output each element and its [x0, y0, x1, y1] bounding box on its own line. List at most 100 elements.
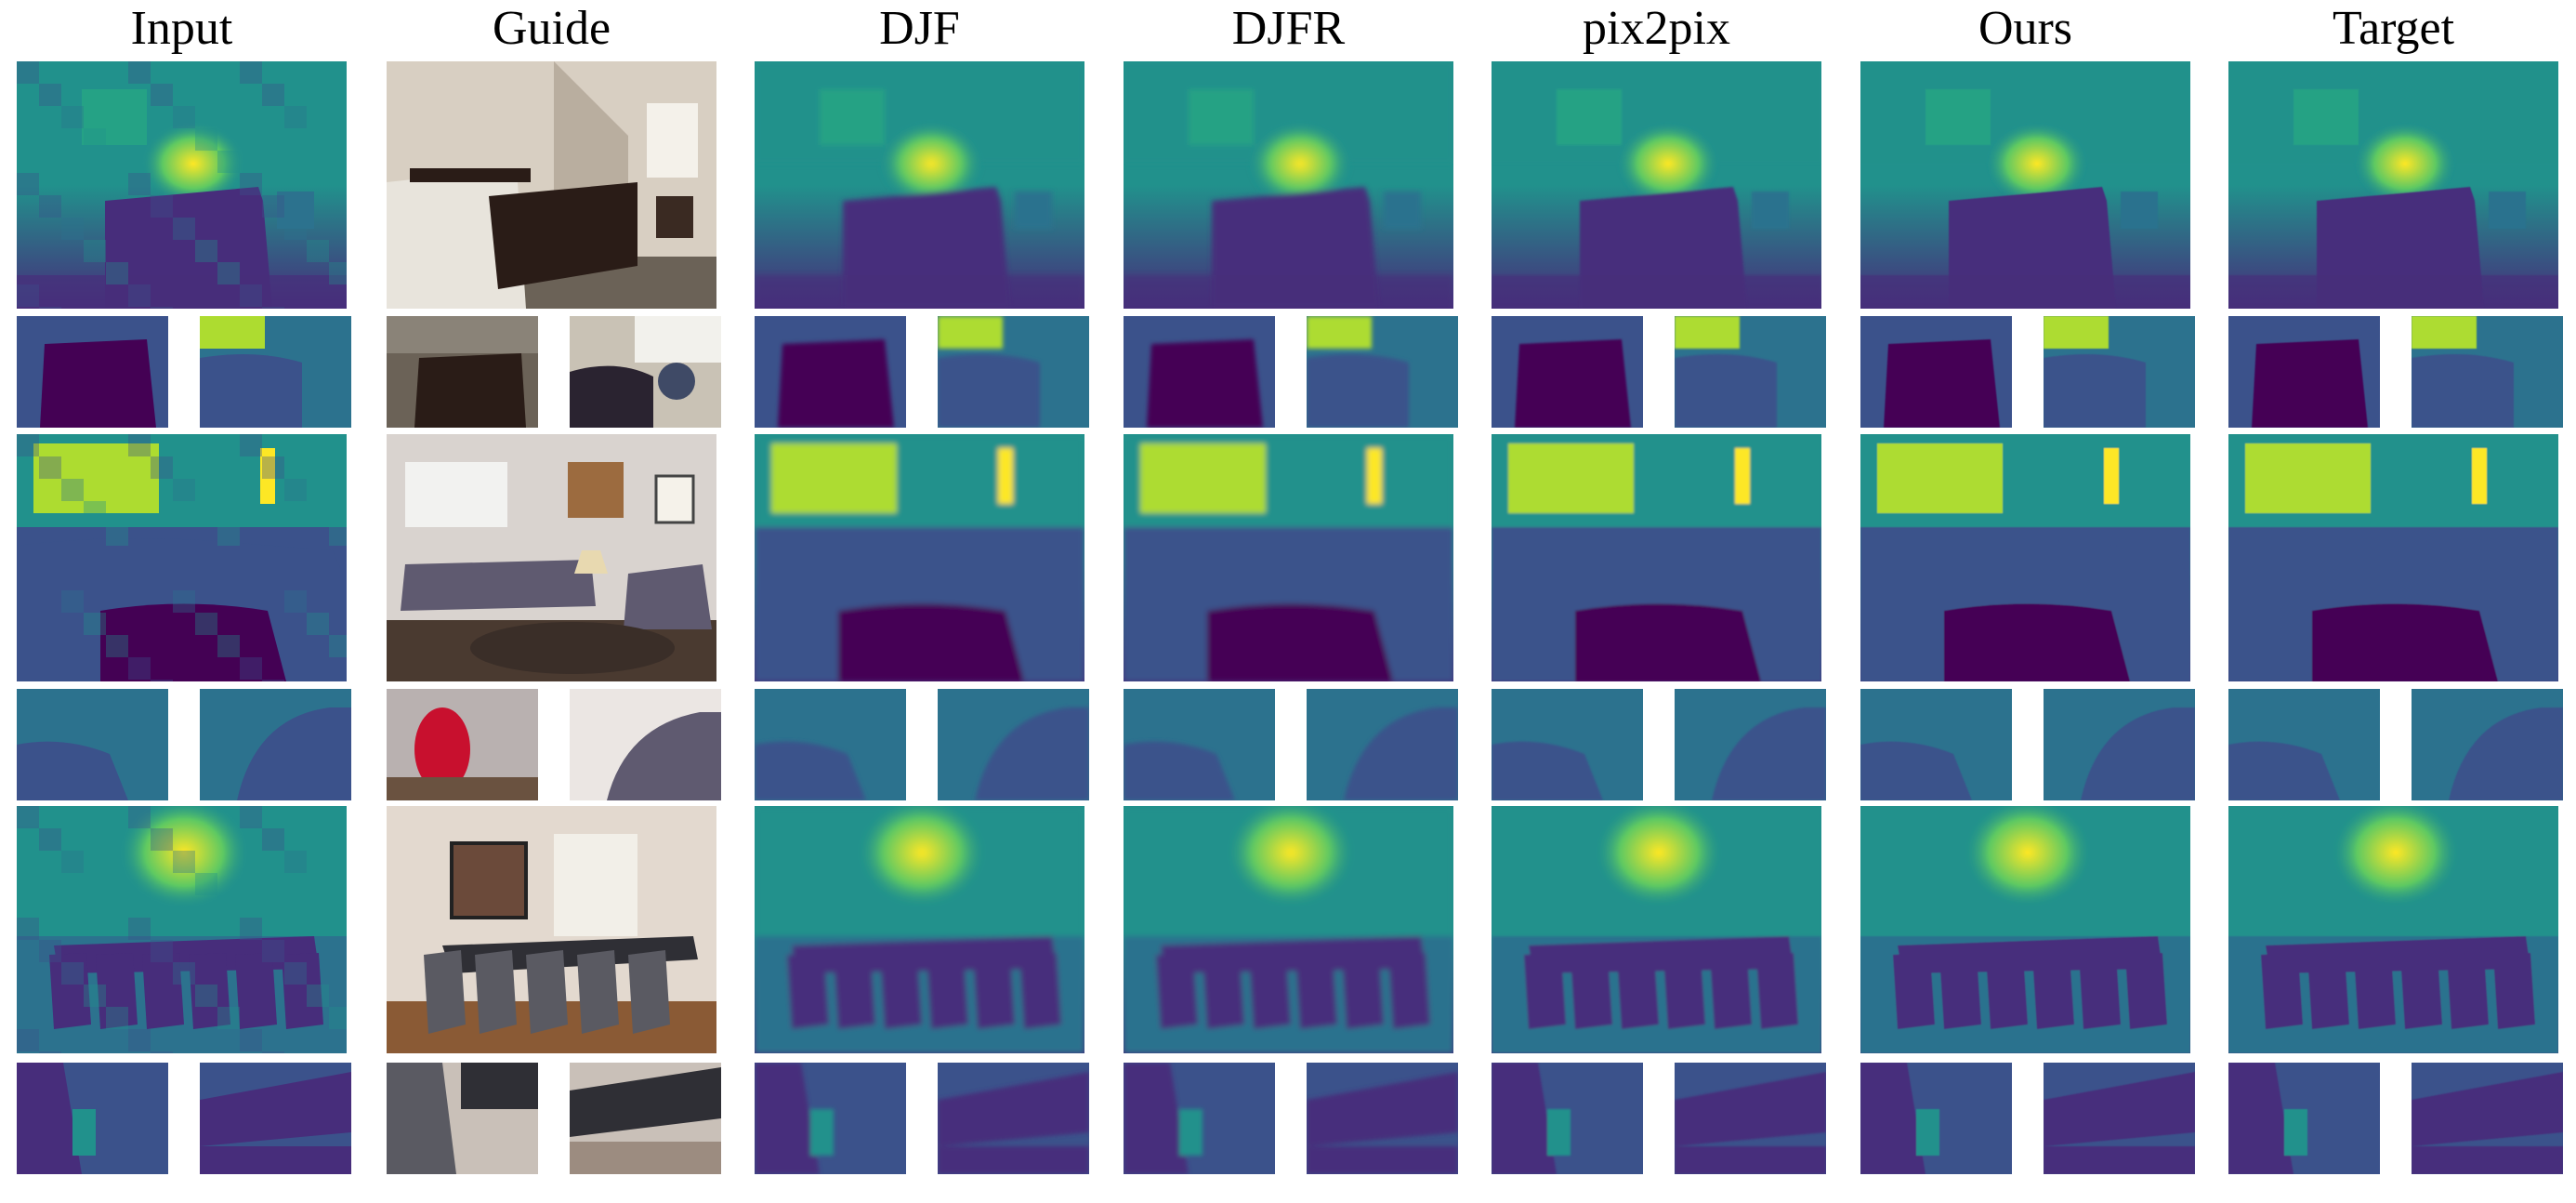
bedroom-djf-crop-lamp-and-chair-graphic	[938, 316, 1089, 428]
bedroom-djfr-crop-lamp-and-chair	[1307, 316, 1458, 428]
dining-room-djf-crop-chair-backs-graphic	[755, 1063, 906, 1174]
column-header-guide: Guide	[492, 2, 611, 55]
living-room-pix2pix-crop-red-vase	[1492, 689, 1643, 800]
bedroom-djf-image	[755, 61, 1084, 309]
dining-room-pix2pix-image	[1492, 806, 1821, 1053]
bedroom-djfr-crop-bed-corner	[1124, 316, 1275, 428]
living-room-target-image	[2228, 434, 2558, 681]
bedroom-input-crop-lamp-and-chair	[200, 316, 351, 428]
dining-room-djf-crop-table-end-graphic	[938, 1063, 1089, 1174]
bedroom-djfr-image	[1124, 61, 1453, 309]
living-room-djf-image-graphic	[755, 434, 1084, 681]
bedroom-djfr-crop-lamp-and-chair-graphic	[1307, 316, 1458, 428]
living-room-input-crop-sofa-arm	[200, 689, 351, 800]
column-header-djfr: DJFR	[1231, 2, 1346, 55]
living-room-ours-crop-sofa-arm-graphic	[2044, 689, 2195, 800]
living-room-djfr-crop-sofa-arm-graphic	[1307, 689, 1458, 800]
living-room-ours-crop-red-vase	[1860, 689, 2012, 800]
bedroom-pix2pix-image-graphic	[1492, 61, 1821, 309]
living-room-djf-crop-red-vase	[755, 689, 906, 800]
dining-room-pix2pix-image-graphic	[1492, 806, 1821, 1053]
bedroom-pix2pix-crop-lamp-and-chair	[1675, 316, 1826, 428]
living-room-djfr-image	[1124, 434, 1453, 681]
living-room-djf-crop-sofa-arm	[938, 689, 1089, 800]
bedroom-djf-crop-lamp-and-chair	[938, 316, 1089, 428]
bedroom-guide-crop-lamp-and-chair	[570, 316, 721, 428]
dining-room-target-crop-chair-backs-graphic	[2228, 1063, 2380, 1174]
bedroom-input-image	[17, 61, 347, 309]
dining-room-guide-crop-chair-backs-graphic	[387, 1063, 538, 1174]
dining-room-djfr-crop-chair-backs	[1124, 1063, 1275, 1174]
living-room-ours-crop-sofa-arm	[2044, 689, 2195, 800]
living-room-ours-image-graphic	[1860, 434, 2190, 681]
dining-room-ours-crop-table-end-graphic	[2044, 1063, 2195, 1174]
dining-room-djf-crop-table-end	[938, 1063, 1089, 1174]
dining-room-djfr-crop-table-end	[1307, 1063, 1458, 1174]
living-room-djfr-crop-red-vase-graphic	[1124, 689, 1275, 800]
bedroom-target-crop-lamp-and-chair-graphic	[2412, 316, 2563, 428]
dining-room-ours-crop-chair-backs-graphic	[1860, 1063, 2012, 1174]
dining-room-pix2pix-crop-chair-backs-graphic	[1492, 1063, 1643, 1174]
dining-room-guide-image-graphic	[387, 806, 716, 1053]
dining-room-guide-image	[387, 806, 716, 1053]
living-room-pix2pix-image-graphic	[1492, 434, 1821, 681]
bedroom-djfr-crop-bed-corner-graphic	[1124, 316, 1275, 428]
dining-room-djfr-crop-chair-backs-graphic	[1124, 1063, 1275, 1174]
bedroom-ours-crop-lamp-and-chair	[2044, 316, 2195, 428]
dining-room-target-crop-table-end	[2412, 1063, 2563, 1174]
bedroom-input-crop-bed-corner	[17, 316, 168, 428]
dining-room-input-crop-chair-backs-graphic	[17, 1063, 168, 1174]
dining-room-djf-image	[755, 806, 1084, 1053]
living-room-target-crop-sofa-arm	[2412, 689, 2563, 800]
living-room-guide-crop-sofa-arm-graphic	[570, 689, 721, 800]
living-room-djf-crop-sofa-arm-graphic	[938, 689, 1089, 800]
bedroom-pix2pix-crop-lamp-and-chair-graphic	[1675, 316, 1826, 428]
living-room-guide-crop-red-vase-graphic	[387, 689, 538, 800]
living-room-pix2pix-crop-sofa-arm-graphic	[1675, 689, 1826, 800]
living-room-input-image	[17, 434, 347, 681]
dining-room-djfr-image	[1124, 806, 1453, 1053]
bedroom-target-crop-bed-corner-graphic	[2228, 316, 2380, 428]
dining-room-input-image-graphic	[17, 806, 347, 1053]
dining-room-target-crop-chair-backs	[2228, 1063, 2380, 1174]
bedroom-target-crop-lamp-and-chair	[2412, 316, 2563, 428]
living-room-input-crop-red-vase-graphic	[17, 689, 168, 800]
dining-room-djf-crop-chair-backs	[755, 1063, 906, 1174]
living-room-target-crop-red-vase-graphic	[2228, 689, 2380, 800]
bedroom-target-image-graphic	[2228, 61, 2558, 309]
dining-room-input-crop-table-end	[200, 1063, 351, 1174]
living-room-target-crop-red-vase	[2228, 689, 2380, 800]
living-room-pix2pix-image	[1492, 434, 1821, 681]
dining-room-target-image-graphic	[2228, 806, 2558, 1053]
bedroom-guide-crop-lamp-and-chair-graphic	[570, 316, 721, 428]
dining-room-input-image	[17, 806, 347, 1053]
dining-room-ours-image	[1860, 806, 2190, 1053]
living-room-guide-image	[387, 434, 716, 681]
living-room-djfr-crop-red-vase	[1124, 689, 1275, 800]
bedroom-guide-crop-bed-corner-graphic	[387, 316, 538, 428]
dining-room-guide-crop-table-end	[570, 1063, 721, 1174]
bedroom-djf-image-graphic	[755, 61, 1084, 309]
bedroom-ours-crop-bed-corner-graphic	[1860, 316, 2012, 428]
dining-room-target-crop-table-end-graphic	[2412, 1063, 2563, 1174]
bedroom-target-image	[2228, 61, 2558, 309]
living-room-ours-image	[1860, 434, 2190, 681]
column-header-ours: Ours	[1978, 2, 2073, 55]
dining-room-djf-image-graphic	[755, 806, 1084, 1053]
living-room-input-crop-sofa-arm-graphic	[200, 689, 351, 800]
bedroom-ours-image	[1860, 61, 2190, 309]
dining-room-djfr-crop-table-end-graphic	[1307, 1063, 1458, 1174]
living-room-djfr-image-graphic	[1124, 434, 1453, 681]
column-header-pix2pix: pix2pix	[1583, 2, 1730, 55]
living-room-target-crop-sofa-arm-graphic	[2412, 689, 2563, 800]
dining-room-target-image	[2228, 806, 2558, 1053]
living-room-input-crop-red-vase	[17, 689, 168, 800]
bedroom-guide-image-graphic	[387, 61, 716, 309]
bedroom-djfr-image-graphic	[1124, 61, 1453, 309]
dining-room-djfr-image-graphic	[1124, 806, 1453, 1053]
living-room-guide-crop-sofa-arm	[570, 689, 721, 800]
living-room-target-image-graphic	[2228, 434, 2558, 681]
bedroom-ours-image-graphic	[1860, 61, 2190, 309]
dining-room-ours-crop-table-end	[2044, 1063, 2195, 1174]
living-room-djfr-crop-sofa-arm	[1307, 689, 1458, 800]
